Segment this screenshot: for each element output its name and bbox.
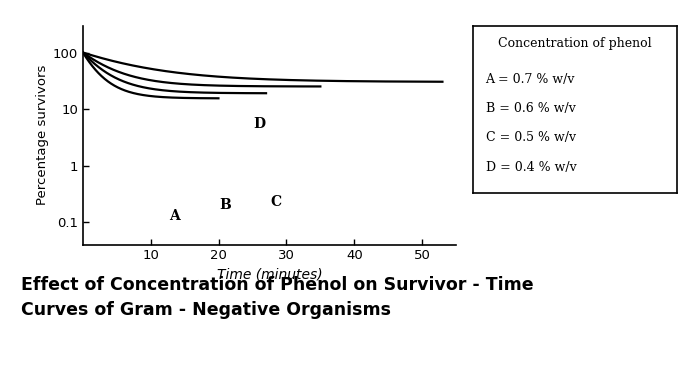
- Text: Concentration of phenol: Concentration of phenol: [498, 37, 652, 50]
- Text: D: D: [253, 117, 265, 131]
- Text: D = 0.4 % w/v: D = 0.4 % w/v: [486, 161, 576, 174]
- Text: A = 0.7 % w/v: A = 0.7 % w/v: [486, 73, 575, 85]
- Text: A: A: [169, 209, 180, 223]
- Text: C: C: [271, 195, 282, 209]
- Text: B = 0.6 % w/v: B = 0.6 % w/v: [486, 102, 576, 115]
- Y-axis label: Percentage survivors: Percentage survivors: [36, 65, 48, 205]
- Text: B: B: [220, 198, 231, 212]
- Text: C = 0.5 % w/v: C = 0.5 % w/v: [486, 131, 576, 144]
- Text: Effect of Concentration of Phenol on Survivor - Time
Curves of Gram - Negative O: Effect of Concentration of Phenol on Sur…: [21, 276, 533, 319]
- X-axis label: Time (minutes): Time (minutes): [217, 268, 322, 282]
